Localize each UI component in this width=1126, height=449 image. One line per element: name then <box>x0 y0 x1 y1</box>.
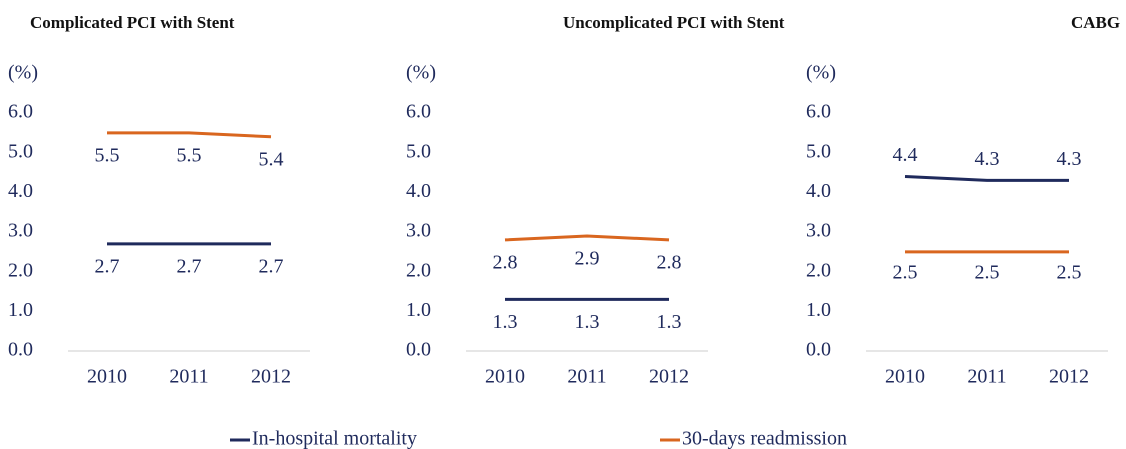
y-tick-label: 0.0 <box>806 339 831 361</box>
data-label: 2.8 <box>657 252 682 274</box>
legend-label: In-hospital mortality <box>252 428 417 449</box>
data-label: 2.8 <box>493 252 518 274</box>
y-tick-label: 5.0 <box>806 140 831 162</box>
data-label: 5.5 <box>95 144 120 166</box>
y-tick-label: 2.0 <box>806 259 831 281</box>
series-line <box>107 131 272 139</box>
y-tick-label: 3.0 <box>806 220 831 242</box>
y-tick-label: 6.0 <box>406 101 431 123</box>
x-tick-label: 2012 <box>649 366 689 388</box>
x-tick-label: 2011 <box>567 366 606 388</box>
data-label: 2.7 <box>95 255 120 277</box>
data-label: 5.4 <box>259 148 284 170</box>
y-tick-label: 6.0 <box>8 101 33 123</box>
data-label: 1.3 <box>493 311 518 333</box>
y-tick-label: 0.0 <box>8 339 33 361</box>
y-tick-label: 6.0 <box>806 101 831 123</box>
series-line <box>504 234 670 242</box>
y-tick-label: 2.0 <box>406 259 431 281</box>
data-label: 2.5 <box>893 261 918 283</box>
data-label: 4.4 <box>893 144 918 166</box>
y-tick-label: 1.0 <box>806 299 831 321</box>
y-axis-label: (%) <box>406 62 436 84</box>
y-tick-label: 3.0 <box>406 220 431 242</box>
y-tick-label: 4.0 <box>8 180 33 202</box>
y-tick-label: 1.0 <box>406 299 431 321</box>
x-tick-label: 2012 <box>251 366 291 388</box>
y-tick-label: 3.0 <box>8 220 33 242</box>
chart-title: Complicated PCI with Stent <box>30 13 235 32</box>
data-label: 5.5 <box>177 144 202 166</box>
data-label: 2.5 <box>975 261 1000 283</box>
x-tick-label: 2010 <box>885 366 925 388</box>
data-label: 4.3 <box>975 148 1000 170</box>
y-tick-label: 0.0 <box>406 339 431 361</box>
y-tick-label: 5.0 <box>406 140 431 162</box>
x-tick-label: 2010 <box>485 366 525 388</box>
x-tick-label: 2010 <box>87 366 127 388</box>
series-line <box>904 174 1069 182</box>
y-axis-label: (%) <box>806 62 836 84</box>
legend-label: 30-days readmission <box>682 428 847 449</box>
y-tick-label: 4.0 <box>406 180 431 202</box>
x-tick-label: 2012 <box>1049 366 1089 388</box>
x-tick-label: 2011 <box>169 366 208 388</box>
y-tick-label: 1.0 <box>8 299 33 321</box>
y-tick-label: 5.0 <box>8 140 33 162</box>
y-axis-label: (%) <box>8 62 38 84</box>
y-tick-label: 4.0 <box>806 180 831 202</box>
x-tick-label: 2011 <box>967 366 1006 388</box>
data-label: 2.9 <box>575 248 600 270</box>
data-label: 2.5 <box>1057 261 1082 283</box>
data-label: 2.7 <box>177 255 202 277</box>
chart-title: CABG <box>1071 13 1120 32</box>
data-label: 4.3 <box>1057 148 1082 170</box>
y-tick-label: 2.0 <box>8 259 33 281</box>
chart-title: Uncomplicated PCI with Stent <box>563 13 785 32</box>
data-label: 1.3 <box>575 311 600 333</box>
data-label: 1.3 <box>657 311 682 333</box>
data-label: 2.7 <box>259 255 284 277</box>
